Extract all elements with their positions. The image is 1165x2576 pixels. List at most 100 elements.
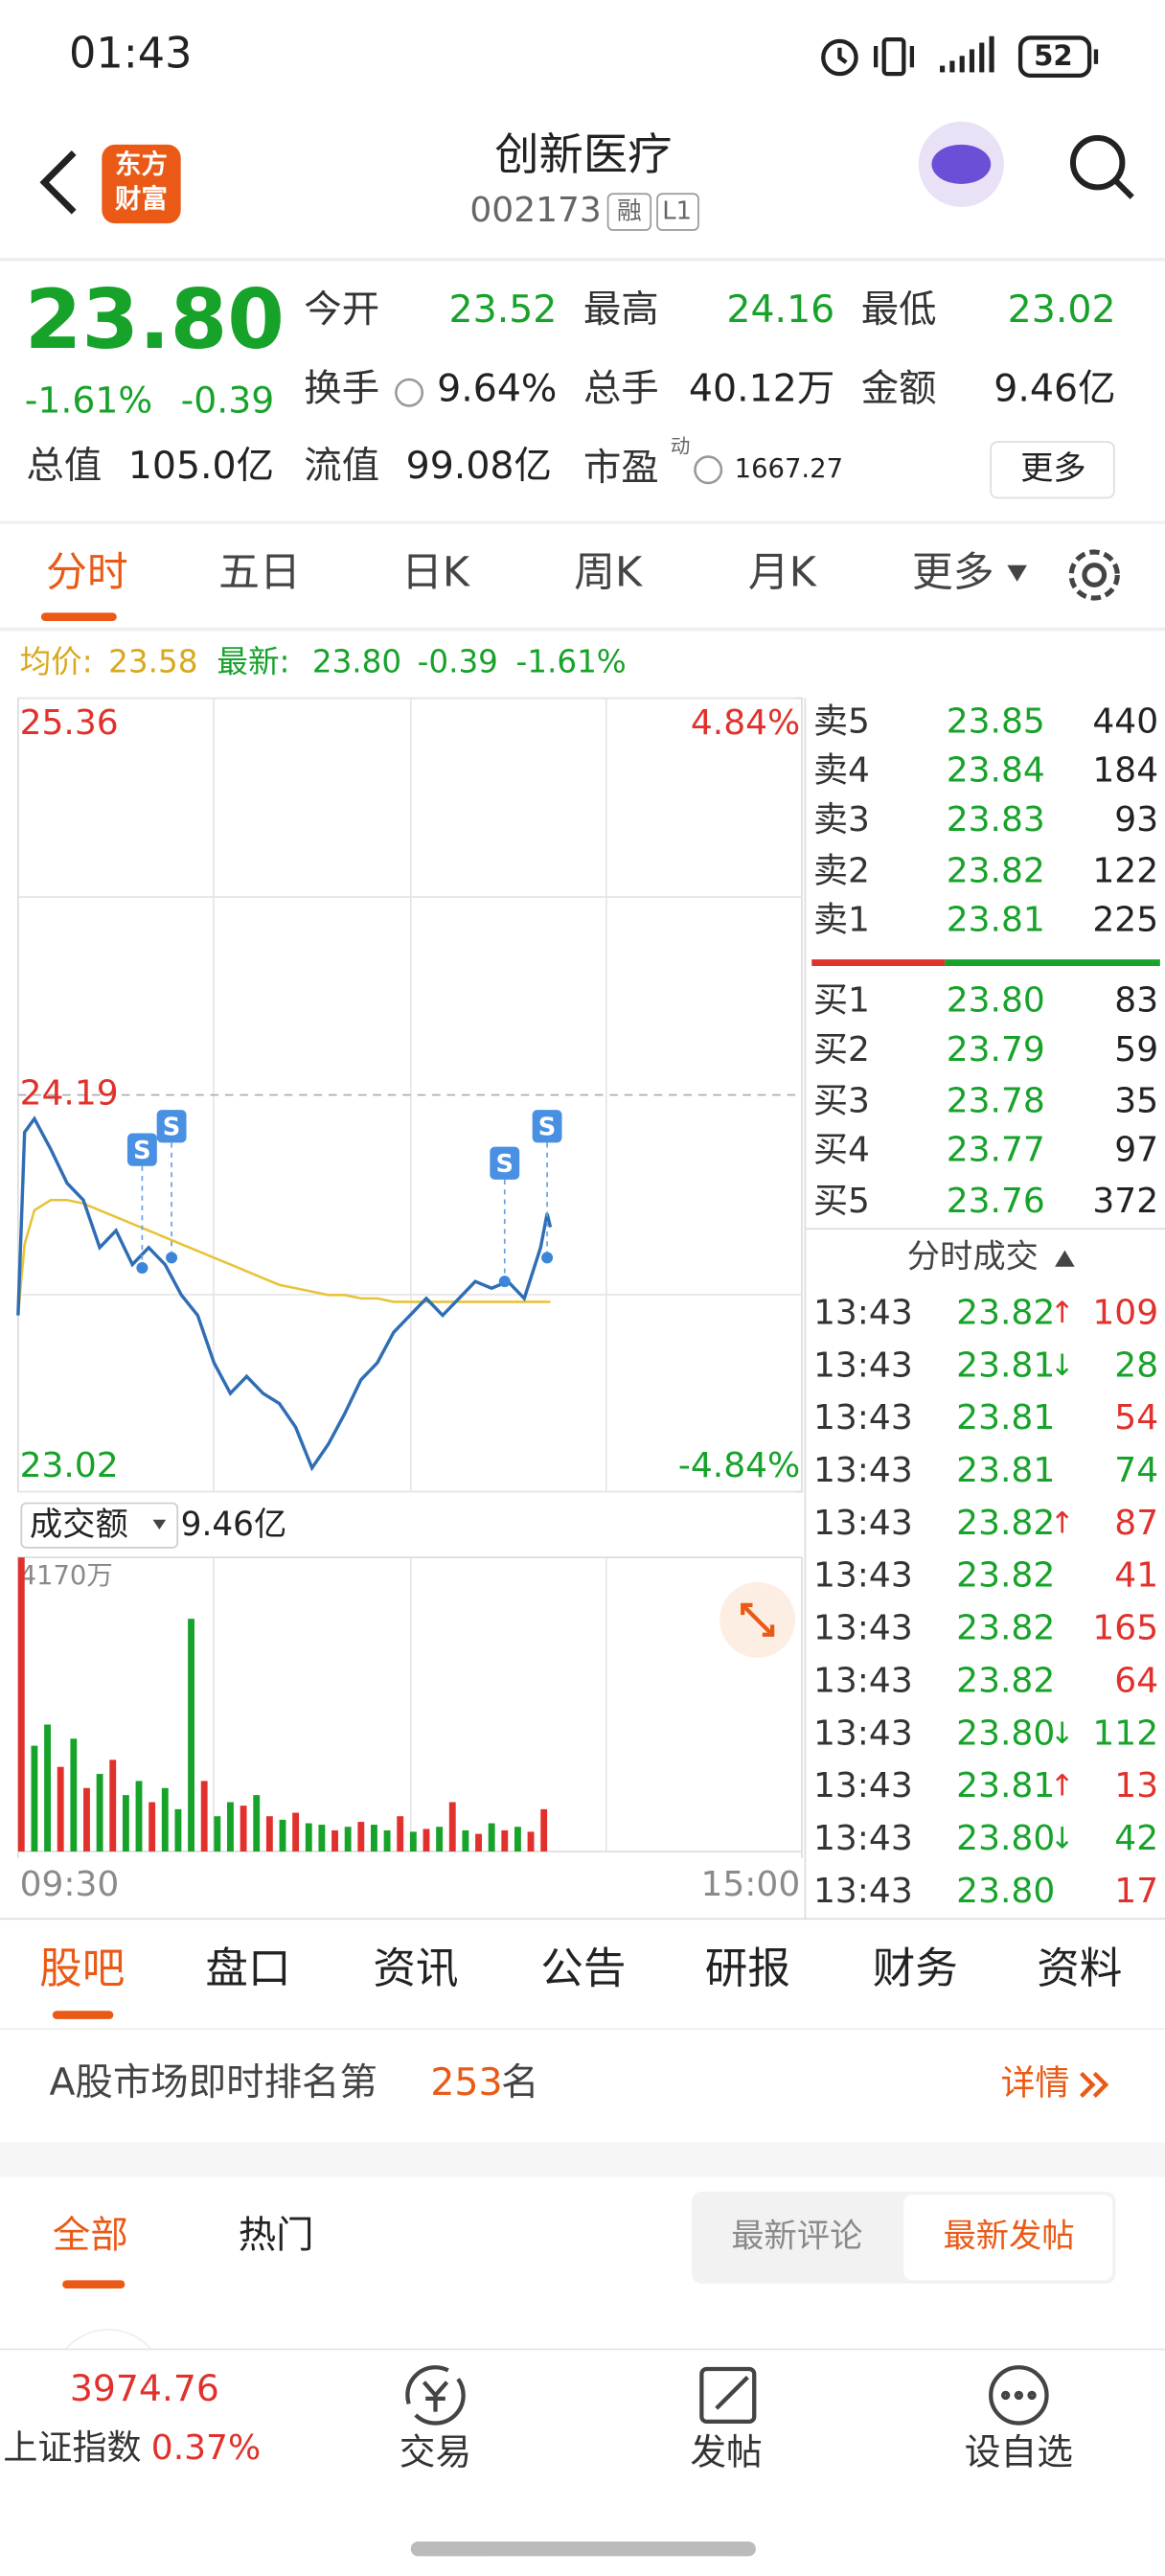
book-label: 买3 [813, 1081, 870, 1120]
field-value: 40.12万 [689, 367, 834, 411]
book-price: 23.82 [947, 851, 1045, 890]
volume-bar [279, 1819, 286, 1852]
nav-item[interactable]: 设自选 [965, 2431, 1073, 2473]
sort-active [903, 2195, 1113, 2281]
field-label: 换手 [304, 367, 379, 411]
trade-price: 23.81 [956, 1346, 1055, 1385]
annotation-badge [532, 1110, 562, 1143]
volume-bar [488, 1823, 495, 1852]
chart-tab[interactable]: 更多 [912, 549, 994, 597]
chart-tab[interactable]: 五日 [218, 549, 301, 597]
sort-option[interactable]: 最新发帖 [943, 2217, 1074, 2255]
nav-item[interactable]: 发帖 [690, 2431, 762, 2473]
y-tick-label: 25.36 [20, 703, 119, 743]
chart-tab[interactable]: 日K [401, 549, 470, 597]
chevrons [1080, 2071, 1109, 2098]
volume-bar [214, 1816, 221, 1852]
book-label: 卖5 [813, 702, 870, 741]
trade-volume: 64 [1114, 1661, 1158, 1700]
section-tab[interactable]: 财务 [873, 1944, 958, 1993]
more-button-label[interactable]: 更多 [1020, 449, 1086, 488]
feed-tab[interactable]: 热门 [239, 2213, 314, 2257]
nav-icons [405, 2365, 1049, 2426]
change: -0.39 [181, 380, 275, 422]
metric-selector[interactable] [20, 1502, 179, 1549]
volume-bar [448, 1802, 456, 1852]
dropdown-arrow [152, 1519, 167, 1530]
annotation-badge [490, 1146, 520, 1180]
info-icon[interactable] [694, 455, 723, 485]
field-label: 总手 [583, 367, 659, 411]
section-tab[interactable]: 盘口 [205, 1944, 290, 1993]
field-value: 23.52 [449, 288, 558, 332]
nav-item[interactable]: 交易 [400, 2431, 471, 2473]
index-value[interactable]: 3974.76 [70, 2367, 219, 2409]
trade-arrow: ↓ [1050, 1348, 1075, 1383]
sort-option[interactable]: 最新评论 [731, 2217, 862, 2255]
more-button[interactable] [990, 441, 1115, 499]
bottom-nav [0, 2349, 1165, 2576]
book-price: 23.81 [947, 901, 1045, 940]
book-volume: 122 [1092, 851, 1158, 890]
book-volume: 97 [1114, 1131, 1158, 1170]
section-tab[interactable]: 公告 [540, 1944, 626, 1993]
trade-arrow: ↑ [1050, 1296, 1075, 1330]
volume-bar [96, 1774, 103, 1852]
ask-bar [811, 959, 946, 966]
back-button[interactable] [39, 150, 77, 215]
section-tab[interactable]: 股吧 [39, 1944, 125, 1993]
chart-tab[interactable]: 周K [574, 549, 643, 597]
y2-tick-label: -4.84% [678, 1446, 800, 1485]
book-volume: 184 [1092, 751, 1158, 791]
trade-volume: 13 [1114, 1766, 1158, 1806]
trades-title[interactable]: 分时成交 [907, 1238, 1039, 1276]
volume-bar [240, 1806, 247, 1852]
average-line [16, 1198, 551, 1316]
search-button[interactable] [1069, 134, 1134, 199]
section-tab[interactable]: 资讯 [373, 1944, 458, 1993]
volume-bar [514, 1827, 521, 1852]
volume-bar [331, 1829, 338, 1852]
chart-tab[interactable]: 月K [748, 549, 817, 597]
change-pct: -1.61% [25, 380, 152, 422]
volume-bar [44, 1724, 51, 1852]
settings-button[interactable] [1068, 549, 1120, 601]
book-volume: 440 [1092, 702, 1158, 741]
chart-grid [17, 698, 802, 1852]
volume-bar [161, 1787, 169, 1852]
index-name[interactable]: 上证指数 [3, 2428, 141, 2468]
info-icon[interactable] [395, 378, 424, 407]
trade-time: 13:43 [813, 1661, 913, 1700]
trade-time: 13:43 [813, 1504, 913, 1543]
field-label: 最高 [583, 288, 659, 332]
volume-bar [318, 1825, 326, 1852]
spacer [0, 2142, 1165, 2177]
details-link[interactable]: 详情 [1000, 2063, 1069, 2103]
ranking-text: 名 [501, 2060, 538, 2104]
book-label: 买5 [813, 1182, 870, 1221]
volume-bar [409, 1831, 417, 1852]
feed-tab[interactable]: 全部 [53, 2213, 128, 2257]
section-tab[interactable]: 资料 [1037, 1944, 1122, 1993]
chart-tab[interactable]: 分时 [46, 549, 128, 597]
volume-bar [70, 1738, 78, 1852]
summary-item: 最新: [217, 644, 289, 680]
y-tick-label: 4170万 [20, 1561, 113, 1591]
book-price: 23.79 [947, 1030, 1045, 1070]
active-tab-indicator [52, 2011, 114, 2019]
trade-time: 13:43 [813, 1714, 913, 1753]
trade-price: 23.80 [956, 1819, 1055, 1858]
sort-arrow [1055, 1250, 1075, 1267]
volume-bar [397, 1816, 404, 1852]
section-tab[interactable]: 研报 [705, 1944, 790, 1993]
volume-bar [383, 1829, 391, 1852]
index-change[interactable]: 0.37% [151, 2428, 261, 2468]
tag-box [656, 193, 699, 231]
chart-title[interactable]: 成交额 [30, 1506, 128, 1544]
field-label: 流值 [304, 444, 379, 488]
trade-price: 23.80 [956, 1872, 1055, 1911]
volume-bar [527, 1831, 535, 1852]
field-label: 金额 [861, 367, 937, 411]
ranking-text: A股市场即时排名第 [49, 2060, 377, 2104]
volume-bar [371, 1825, 377, 1852]
